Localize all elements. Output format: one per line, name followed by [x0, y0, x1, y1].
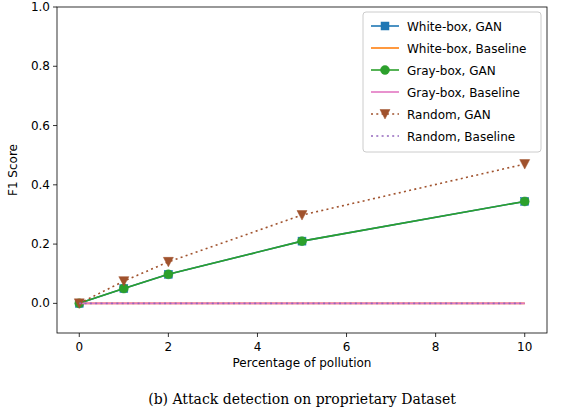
series-marker — [520, 197, 529, 206]
x-tick-label: 0 — [75, 340, 83, 354]
legend-box — [363, 12, 541, 152]
x-tick — [168, 333, 169, 337]
y-tick — [53, 7, 57, 8]
series-marker — [119, 277, 129, 287]
series-line — [79, 201, 524, 303]
series-marker — [164, 270, 172, 278]
plot-area — [74, 160, 529, 309]
legend-line — [371, 47, 399, 49]
legend-marker — [381, 22, 389, 30]
y-tick — [53, 125, 57, 126]
y-tick-label: 0.8 — [31, 59, 50, 73]
y-tick-label: 1.0 — [31, 0, 50, 14]
series-marker — [298, 237, 307, 246]
legend-label: Random, GAN — [407, 108, 491, 122]
series-line — [79, 201, 524, 303]
x-tick-label: 10 — [517, 340, 532, 354]
y-tick — [53, 66, 57, 67]
caption: (b) Attack detection on proprietary Data… — [148, 391, 456, 407]
y-tick-label: 0.2 — [31, 237, 50, 251]
series — [79, 303, 524, 304]
y-tick-label: 0.6 — [31, 119, 50, 133]
series — [75, 197, 528, 307]
series-marker — [298, 237, 306, 245]
y-axis-label: F1 Score — [6, 144, 20, 196]
series — [79, 303, 524, 304]
legend-marker — [381, 66, 390, 75]
y-tick-label: 0.4 — [31, 178, 50, 192]
series-marker — [163, 257, 173, 267]
x-tick — [346, 333, 347, 337]
series-marker — [164, 270, 173, 279]
x-tick — [79, 333, 80, 337]
legend-label: White-box, GAN — [407, 20, 502, 34]
x-tick-label: 4 — [254, 340, 262, 354]
x-tick — [257, 333, 258, 337]
series-marker — [521, 197, 529, 205]
series-marker — [297, 211, 307, 221]
series-line — [79, 303, 524, 305]
series — [79, 303, 524, 304]
series-line — [79, 164, 524, 303]
x-tick-label: 8 — [432, 340, 440, 354]
legend-label: Gray-box, Baseline — [407, 86, 520, 100]
plot-frame — [57, 7, 547, 333]
series-line — [79, 303, 524, 305]
y-tick — [53, 303, 57, 304]
series — [75, 197, 529, 308]
x-tick-label: 2 — [165, 340, 173, 354]
legend-label: Gray-box, GAN — [407, 64, 496, 78]
legend-label: Random, Baseline — [407, 130, 515, 144]
chart: 0 2 4 6 8 10 0.0 0.2 0.4 0.6 0.8 1.0 Percentage of p… — [0, 0, 562, 414]
legend: White-box, GAN White-box, Baseline Gray-bo… — [363, 12, 541, 152]
x-tick-label: 6 — [343, 340, 351, 354]
y-tick — [53, 184, 57, 185]
legend-line — [371, 135, 399, 137]
series — [74, 160, 529, 309]
x-axis-label: Percentage of pollution — [233, 356, 372, 370]
legend-label: White-box, Baseline — [407, 42, 526, 56]
y-tick — [53, 244, 57, 245]
legend-line — [371, 91, 399, 93]
series-line — [79, 303, 524, 305]
series-marker — [520, 160, 530, 170]
x-tick — [435, 333, 436, 337]
y-tick-label: 0.0 — [31, 296, 50, 310]
legend-marker — [380, 110, 390, 120]
x-tick — [524, 333, 525, 337]
